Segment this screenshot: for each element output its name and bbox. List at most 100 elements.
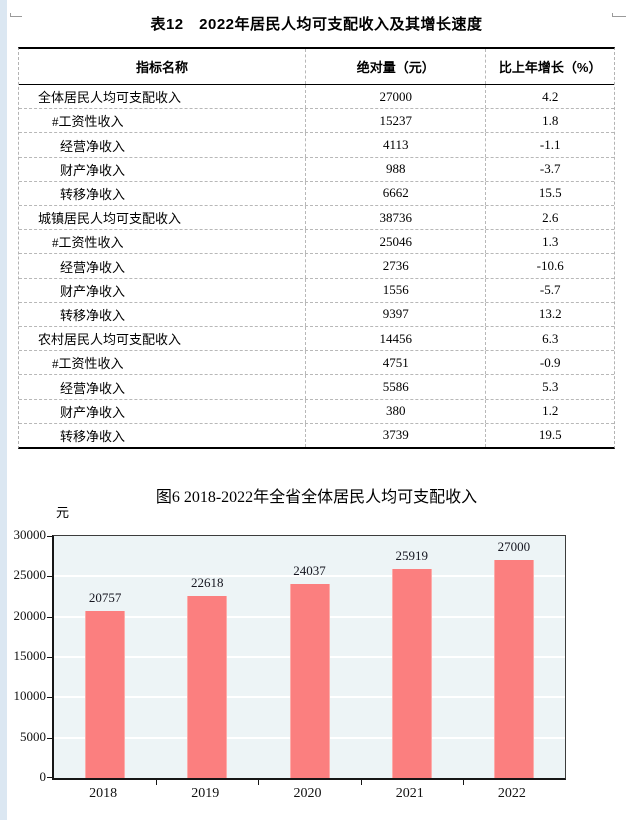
indicator-cell: 财产净收入 [60,162,126,178]
absolute-value-cell: 3739 [305,423,487,448]
indicator-cell: #工资性收入 [52,356,124,372]
indicator-cell: 经营净收入 [60,380,126,396]
bar-value-label: 20757 [88,589,122,605]
y-axis-tick [47,616,52,618]
table-row: 财产净收入 1556 -5.7 [19,278,614,303]
y-axis-unit-label: 元 [56,505,70,520]
x-axis-tick [258,780,260,785]
growth-value-cell: 13.2 [538,306,562,322]
absolute-value-cell: 9397 [305,302,487,327]
indicator-cell: 城镇居民人均可支配收入 [38,211,182,227]
growth-value-cell: 1.2 [542,403,559,419]
indicator-cell: 经营净收入 [60,138,126,154]
absolute-value-cell: 988 [305,157,487,181]
page-edge-strip [0,0,7,820]
indicator-cell: #工资性收入 [52,235,124,251]
x-axis-tick [360,780,362,785]
indicator-cell: #工资性收入 [52,114,124,130]
x-axis-label: 2021 [395,786,424,801]
bar-value-label: 27000 [497,539,531,555]
absolute-value-cell: 1556 [305,278,487,302]
bar-2019 [187,595,228,778]
absolute-value-cell: 5586 [305,375,487,399]
y-axis-tick [47,777,52,778]
y-axis-tick [47,737,52,739]
x-axis-label: 2022 [497,786,526,801]
bar-value-label: 25919 [395,547,428,563]
y-axis-tick [47,536,52,537]
x-axis-label: 2018 [89,786,118,801]
y-axis-tick-label: 10000 [13,688,47,704]
table-row: 经营净收入 2736 -10.6 [19,254,614,279]
bar-2021 [391,568,432,778]
absolute-value-cell: 27000 [305,85,487,109]
x-axis-tick [156,780,158,785]
growth-value-cell: 5.3 [542,379,559,395]
table-row: 经营净收入 5586 5.3 [19,375,614,400]
chart-title: 图6 2018-2022年全省全体居民人均可支配收入 [155,489,478,506]
bar-2022 [493,560,534,778]
y-axis-tick-label: 20000 [13,607,47,623]
absolute-value-cell: 38736 [305,206,487,230]
absolute-value-cell: 14456 [305,327,487,351]
y-axis-tick-labels: 0 5000 10000 15000 20000 25000 30000 [0,527,47,784]
x-axis-tick [462,780,464,785]
column-header-indicator: 指标名称 [136,60,189,75]
y-axis-tick-label: 30000 [13,527,47,542]
gridline [54,575,565,578]
table-row: 转移净收入 6662 15.5 [19,181,614,207]
absolute-value-cell: 380 [305,399,487,423]
y-axis-tick [47,576,52,578]
growth-value-cell: -1.1 [539,137,561,152]
table-row: 城镇居民人均可支配收入 38736 2.6 [19,206,614,231]
table-row: 农村居民人均可支配收入 14456 6.3 [19,327,614,352]
growth-value-cell: 1.3 [542,233,559,249]
growth-value-cell: 15.5 [538,185,562,201]
y-axis-tick-label: 5000 [20,728,46,744]
table-row: #工资性收入 4751 -0.9 [19,351,614,376]
x-axis-labels: 2018 2019 2020 2021 2022 [52,786,563,804]
income-table: 指标名称 绝对量（元） 比上年增长（%） 全体居民人均可支配收入 27000 4.2… [18,47,615,449]
indicator-cell: 农村居民人均可支配收入 [38,332,182,348]
growth-value-cell: -10.6 [536,258,564,274]
indicator-cell: 转移净收入 [60,307,126,323]
growth-value-cell: 2.6 [542,209,559,225]
growth-value-cell: -0.9 [539,354,561,370]
y-axis-tick-label: 0 [39,769,47,784]
table-row: 财产净收入 988 -3.7 [19,157,614,182]
indicator-cell: 经营净收入 [60,259,126,275]
column-header-absolute: 绝对量（元） [305,49,487,84]
table-header-row: 指标名称 绝对量（元） 比上年增长（%） [19,49,614,85]
table-row: #工资性收入 25046 1.3 [19,230,614,255]
indicator-cell: 财产净收入 [60,283,126,299]
table-row: 财产净收入 380 1.2 [19,399,614,424]
table-row: 转移净收入 9397 13.2 [19,302,614,328]
table-row: #工资性收入 15237 1.8 [19,109,614,134]
table-row: 转移净收入 3739 19.5 [19,423,614,448]
column-header-growth: 比上年增长（%） [498,60,602,75]
y-axis-tick [47,657,52,658]
y-axis-tick [47,697,52,699]
y-axis-tick-label: 25000 [13,567,47,583]
growth-value-cell: 6.3 [542,330,559,346]
table-body: 全体居民人均可支配收入 27000 4.2 #工资性收入 15237 1.8 经营净收入 41… [19,85,614,448]
absolute-value-cell: 4751 [305,351,487,375]
absolute-value-cell: 15237 [305,109,487,133]
y-axis-tick-label: 15000 [13,648,47,663]
growth-value-cell: -5.7 [539,282,561,298]
bar-value-label: 24037 [293,563,326,579]
absolute-value-cell: 2736 [305,254,487,278]
x-axis-label: 2020 [293,786,322,801]
plot-area: 20757 22618 24037 25919 27000 [47,535,566,785]
table-title: 表12 2022年居民人均可支配收入及其增长速度 [150,16,483,33]
table-row: 经营净收入 4113 -1.1 [19,133,614,158]
absolute-value-cell: 6662 [305,181,487,206]
bar-2018 [85,610,126,778]
growth-value-cell: -3.7 [539,161,561,177]
growth-value-cell: 19.5 [538,427,562,443]
indicator-cell: 转移净收入 [60,428,126,444]
table-row: 全体居民人均可支配收入 27000 4.2 [19,85,614,110]
indicator-cell: 全体居民人均可支配收入 [38,90,182,106]
bar-2020 [289,584,330,778]
indicator-cell: 财产净收入 [60,404,126,420]
